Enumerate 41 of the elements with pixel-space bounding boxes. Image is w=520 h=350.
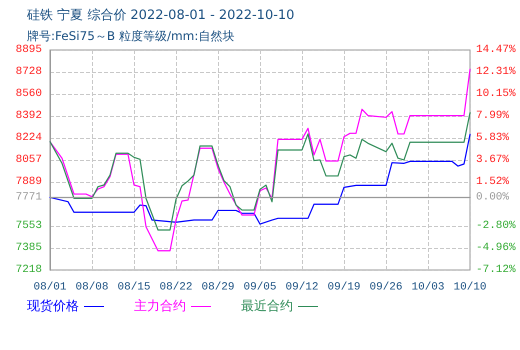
y2-tick-label: 14.47% (476, 44, 516, 56)
x-tick-label: 09/12 (285, 282, 319, 294)
x-tick-label: 10/03 (411, 282, 445, 294)
legend-label: 现货价格 (27, 299, 79, 314)
line-series (49, 134, 471, 225)
y-tick-label: 7771 (16, 191, 42, 204)
x-tick-label: 08/29 (201, 282, 235, 294)
legend-label: 主力合约 (134, 298, 186, 314)
y-tick-label: 8728 (16, 66, 42, 78)
y2-tick-label: 10.15% (476, 88, 516, 100)
y-tick-label: 7385 (16, 242, 42, 254)
y2-tick-label: 7.99% (476, 110, 510, 122)
y-tick-label: 8560 (16, 88, 42, 100)
y2-tick-label: 1.52% (476, 176, 510, 188)
y-tick-label: 8895 (16, 44, 42, 56)
x-tick-label: 09/19 (327, 282, 361, 294)
chart-subtitle: 牌号:FeSi75～B 粒度等级/mm:自然块 (27, 29, 234, 43)
y-tick-label: 8224 (16, 132, 42, 144)
x-tick-label: 08/08 (75, 282, 109, 294)
y-tick-label: 8392 (16, 110, 42, 122)
x-tick-label: 09/26 (369, 282, 403, 294)
x-tick-label: 08/01 (33, 282, 67, 294)
legend-label: 最近合约 (241, 299, 293, 314)
y-tick-label: 8057 (16, 154, 42, 166)
y2-tick-label: -4.96% (476, 242, 516, 254)
line-series (49, 112, 471, 231)
line-series (49, 68, 471, 252)
y2-tick-label: -2.80% (476, 220, 516, 232)
y2-tick-label: 5.83% (476, 132, 510, 144)
chart-title: 硅铁 宁夏 综合价 2022-08-01 - 2022-10-10 (26, 7, 294, 23)
y2-tick-label: 3.67% (476, 154, 510, 166)
y-tick-label: 7889 (16, 176, 42, 188)
y-tick-label: 7553 (16, 220, 42, 232)
x-tick-label: 08/22 (159, 282, 193, 294)
x-tick-label: 10/10 (453, 282, 487, 294)
y2-tick-label: -7.12% (476, 264, 516, 276)
x-tick-label: 09/05 (243, 282, 277, 294)
y2-tick-label: 0.00% (476, 191, 510, 204)
y-tick-label: 7218 (16, 264, 42, 276)
y2-tick-label: 12.31% (476, 66, 516, 78)
x-tick-label: 08/15 (117, 282, 151, 294)
